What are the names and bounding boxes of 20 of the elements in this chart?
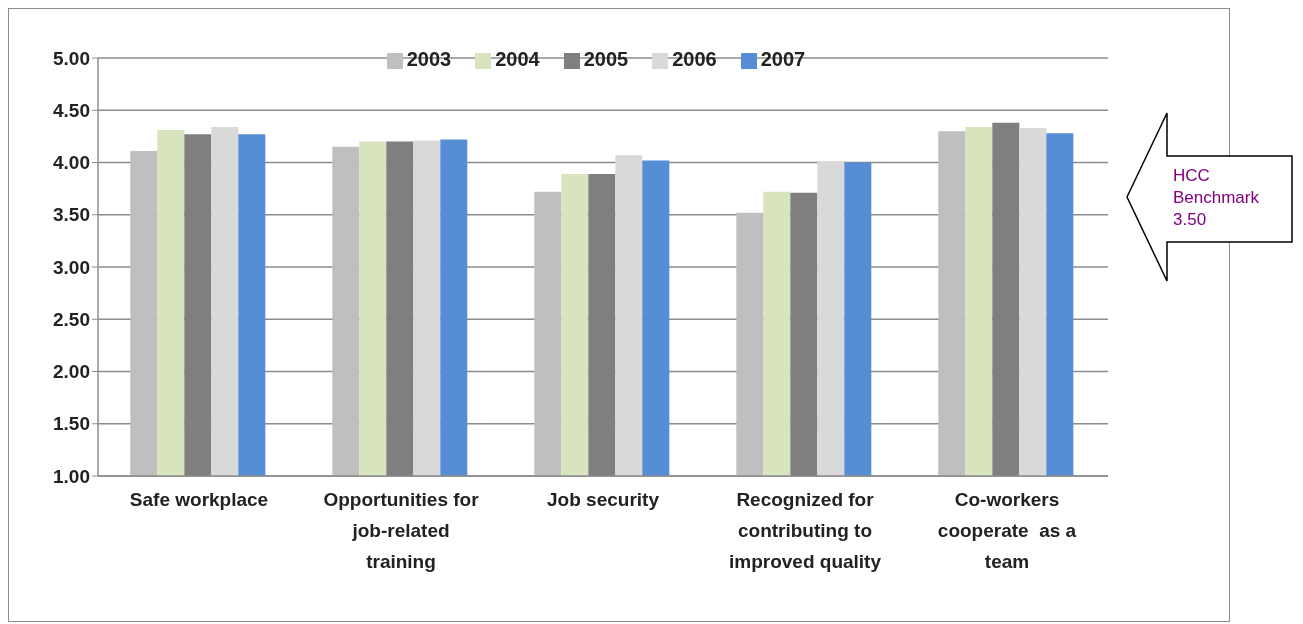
x-tick-label: Safe workplace <box>129 489 269 510</box>
legend-label: 2003 <box>406 48 452 70</box>
text: HCC Benchmark 3.50 <box>1173 165 1260 231</box>
y-tick-label: 1.00 <box>53 465 90 487</box>
y-tick-label: 2.00 <box>53 361 90 383</box>
y-tick-label: 4.00 <box>53 152 90 174</box>
x-tick-label: Co-workers cooperate as a team <box>937 489 1077 572</box>
y-tick-label: 1.50 <box>53 413 90 435</box>
x-tick-label: Opportunities for job-related training <box>323 489 480 572</box>
y-tick-label: 2.50 <box>53 308 90 330</box>
y-tick-label: 4.50 <box>53 100 90 121</box>
x-tick-label: Job security <box>547 489 660 510</box>
y-tick-label: 3.50 <box>53 204 90 226</box>
legend-label: 2005 <box>583 48 629 70</box>
legend-label: 2006 <box>672 48 717 70</box>
legend-label: 2004 <box>495 48 540 70</box>
y-tick-label: 3.00 <box>53 256 90 278</box>
legend-label: 2007 <box>760 48 806 70</box>
y-tick-label: 5.00 <box>53 47 90 69</box>
x-tick-label: Recognized for contributing to improved quality <box>728 489 882 572</box>
